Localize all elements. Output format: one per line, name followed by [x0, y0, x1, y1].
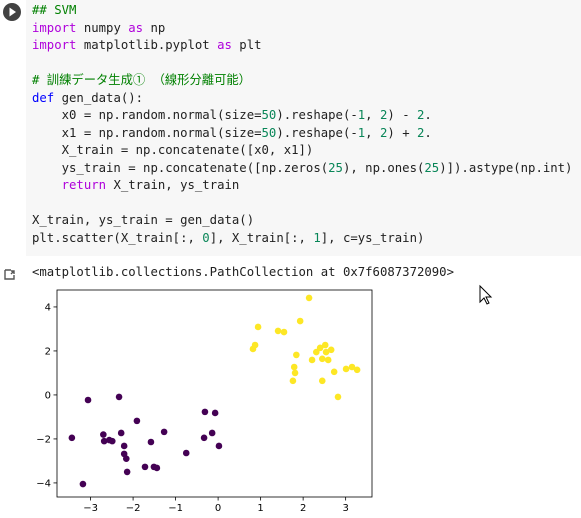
scatter-point	[321, 341, 329, 349]
icons	[3, 3, 21, 280]
scatter-point	[100, 437, 108, 445]
scatter-point	[208, 429, 216, 437]
scatter-point	[68, 434, 76, 442]
code-line: x1 = np.random.normal(size=50).reshape(-…	[32, 125, 432, 140]
scatter-point	[289, 377, 297, 385]
scatter-point	[182, 449, 190, 457]
scatter-point	[251, 341, 259, 349]
scatter-point	[254, 323, 262, 331]
x-tick-label: −3	[83, 503, 98, 514]
code-line: X_train = np.concatenate([x0, x1])	[32, 143, 314, 157]
code-cell[interactable]	[26, 0, 581, 256]
scatter-point	[348, 363, 356, 371]
scatter-point	[330, 368, 338, 376]
scatter-point	[316, 344, 324, 352]
run-icon	[9, 7, 16, 17]
y-tick-label: 4	[45, 302, 51, 313]
x-tick-label: 1	[257, 503, 263, 514]
scatter-point	[313, 348, 320, 356]
scatter-point	[120, 442, 128, 450]
plot-area	[56, 289, 373, 498]
code-line: ys_train = np.concatenate([np.zeros(25),…	[32, 160, 573, 175]
scatter-point	[296, 317, 304, 325]
scatter-point	[274, 327, 282, 335]
scatter-point	[123, 468, 131, 476]
code-line: # 訓練データ生成① （線形分離可能）	[32, 73, 251, 87]
y-tick-label: −2	[36, 434, 51, 445]
scatter-point	[117, 429, 125, 437]
x-tick-label: −1	[168, 503, 183, 514]
scatter-point	[79, 480, 87, 488]
scatter-point	[293, 351, 300, 359]
scatter-point	[215, 442, 223, 450]
scatter-point	[120, 450, 128, 458]
y-tick-label: 2	[45, 346, 51, 357]
code-line: X_train, ys_train = gen_data()	[32, 213, 255, 227]
scatter-point	[318, 377, 326, 385]
scatter-point	[108, 437, 116, 445]
scatter-point	[322, 348, 330, 356]
output-icon[interactable]	[4, 269, 15, 280]
code-line: import numpy as np	[32, 20, 166, 35]
code-line: def gen_data():	[32, 90, 144, 105]
code-line: import matplotlib.pyplot as plt	[32, 38, 262, 52]
scatter-point	[141, 463, 149, 471]
code-line: return X_train, ys_train	[61, 178, 240, 192]
scatter-point	[334, 393, 342, 401]
x-tick-label: 0	[215, 503, 221, 514]
y-tick-label: −4	[36, 478, 51, 489]
scatter-point	[133, 417, 141, 425]
scatter-point	[100, 431, 107, 438]
scatter-point	[342, 365, 350, 373]
scatter-point	[160, 428, 168, 436]
scatter-point	[211, 409, 219, 417]
scatter-point	[84, 396, 92, 404]
scatter-point	[353, 366, 361, 374]
mouse-cursor	[479, 284, 493, 305]
scatter-point	[115, 393, 123, 401]
code-editor[interactable]: ## SVM import numpy as np import matplotli…	[32, 2, 572, 247]
output-text: <matplotlib.collections.PathCollection a…	[32, 265, 454, 279]
scatter-point	[147, 438, 155, 446]
x-tick-label: 2	[300, 503, 306, 514]
scatter-point	[291, 369, 299, 377]
scatter-point	[201, 408, 209, 416]
code-line: x0 = np.random.normal(size=50).reshape(-…	[32, 108, 432, 122]
x-tick-label: −2	[126, 503, 141, 514]
scatter-point	[308, 356, 316, 364]
scatter-point	[200, 434, 208, 442]
code-line: ## SVM	[32, 3, 77, 17]
scatter-point	[280, 328, 288, 336]
x-tick-label: 3	[342, 503, 348, 514]
y-tick-label: 0	[45, 390, 51, 401]
code-line: plt.scatter(X_train[:, 0], X_train[:, 1]…	[32, 230, 425, 245]
scatter-point	[327, 346, 335, 354]
scatter-point	[153, 464, 161, 472]
scatter-point	[318, 355, 326, 363]
scatter-point	[324, 356, 332, 364]
scatter-point	[305, 294, 313, 302]
scatter-point	[290, 363, 298, 371]
